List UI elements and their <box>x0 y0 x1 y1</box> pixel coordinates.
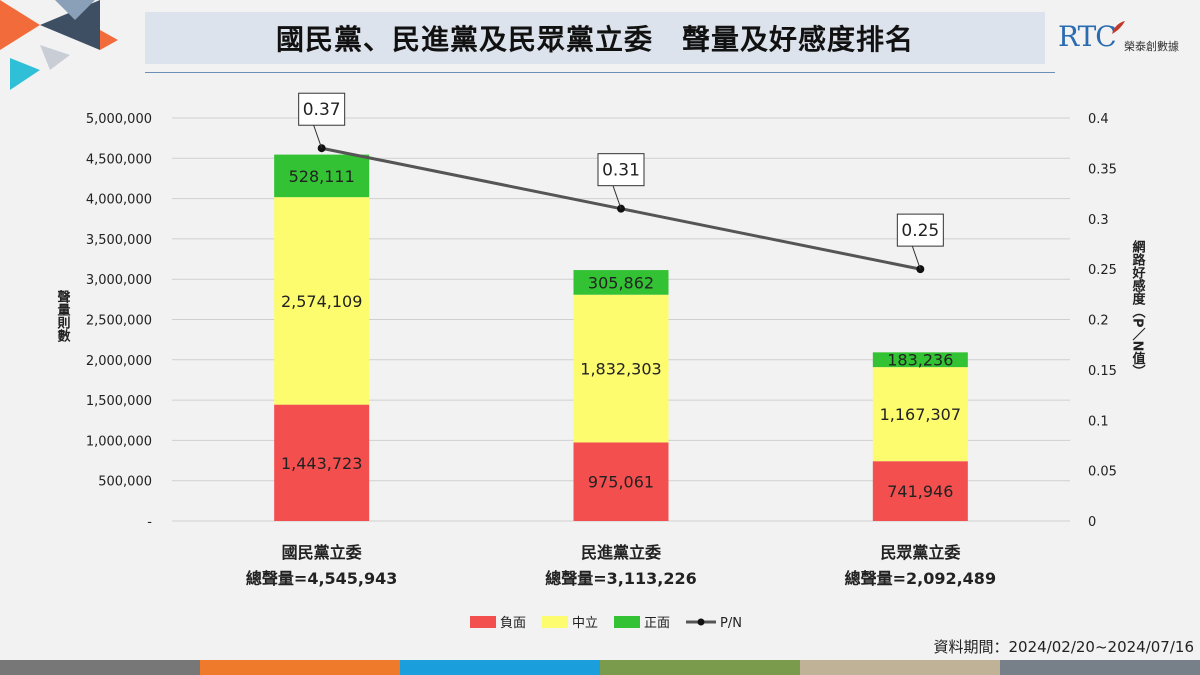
y-tick-label: 1,500,000 <box>86 394 152 409</box>
y-tick-label: 3,500,000 <box>86 233 152 248</box>
y-axis-label: 聲量則數 <box>55 289 71 343</box>
callout-box <box>298 92 346 126</box>
legend-swatch <box>542 616 568 628</box>
bar-data-label: 183,236 <box>887 351 953 370</box>
y2-tick-label: 0.3 <box>1088 213 1109 228</box>
bar-segment <box>573 294 669 443</box>
y2-axis-label: 網路好感度（P／N值） <box>1130 239 1147 377</box>
bar-segment <box>573 442 669 521</box>
pn-point <box>317 144 326 153</box>
bar-segment <box>274 197 370 405</box>
bar-segment <box>274 154 370 198</box>
bottom-bar-segment <box>0 660 200 675</box>
legend-label: P/N <box>720 616 742 631</box>
legend-swatch <box>470 616 496 628</box>
title-divider <box>145 72 1055 73</box>
y2-tick-label: 0.1 <box>1088 414 1109 429</box>
y-tick-label: 500,000 <box>98 475 152 490</box>
y2-tick-label: 0.05 <box>1088 465 1117 480</box>
logo-leaf-icon <box>1112 21 1125 34</box>
bottom-bar-segment <box>400 660 600 675</box>
y2-tick-label: 0.2 <box>1088 314 1109 329</box>
callout-pointer <box>911 245 921 270</box>
legend-label: 中立 <box>572 616 598 631</box>
y-tick-label: - <box>147 515 152 530</box>
bar-segment <box>872 367 968 462</box>
y-tick-label: 3,000,000 <box>86 273 152 288</box>
bar-data-label: 305,862 <box>588 273 654 292</box>
y2-tick-label: 0.35 <box>1088 162 1117 177</box>
bottom-bar-segment <box>200 660 400 675</box>
callout-box <box>597 153 645 187</box>
y2-tick-label: 0 <box>1088 515 1096 530</box>
bar-data-label: 741,946 <box>887 482 953 501</box>
corner-decoration <box>0 0 118 90</box>
callout-pointer <box>313 125 323 149</box>
bar-segment <box>274 404 370 521</box>
y-tick-label: 2,000,000 <box>86 354 152 369</box>
category-total-label: 總聲量=4,545,943 <box>246 569 398 588</box>
pn-data-label: 0.25 <box>901 221 939 241</box>
callout-pointer <box>612 185 622 209</box>
pn-data-label: 0.37 <box>303 100 341 120</box>
bar-data-label: 2,574,109 <box>281 292 362 311</box>
category-label: 國民黨立委 <box>282 543 363 562</box>
bar-data-label: 975,061 <box>588 473 654 492</box>
category-label: 民進黨立委 <box>581 543 662 562</box>
category-total-label: 總聲量=3,113,226 <box>545 569 697 588</box>
y-tick-label: 4,500,000 <box>86 152 152 167</box>
logo-subtitle: 榮泰創數據 <box>1124 40 1179 53</box>
stacked-bar-chart: - 500,000 1,000,000 1,500,000 2,000,000 2,500… <box>55 92 1147 631</box>
legend-label: 負面 <box>500 616 526 631</box>
category-total-label: 總聲量=2,092,489 <box>845 569 997 588</box>
bar-data-label: 1,832,303 <box>580 360 661 379</box>
bar-segment <box>872 352 968 368</box>
title-banner: 國民黨、民進黨及民眾黨立委 聲量及好感度排名 <box>145 12 1045 64</box>
bottom-bar-segment <box>1000 660 1200 675</box>
bottom-bar-segment <box>800 660 1000 675</box>
page-title: 國民黨、民進黨及民眾黨立委 聲量及好感度排名 <box>275 23 914 56</box>
bar-data-label: 1,443,723 <box>281 454 362 473</box>
logo-text: RTC <box>1058 20 1117 53</box>
y-tick-label: 4,000,000 <box>86 193 152 208</box>
bottom-bar-segment <box>600 660 800 675</box>
y-tick-label: 1,000,000 <box>86 434 152 449</box>
bottom-color-bar <box>0 660 1200 675</box>
y2-tick-label: 0.25 <box>1088 263 1117 278</box>
data-period: 資料期間：2024/02/20~2024/07/16 <box>933 638 1194 656</box>
pn-data-label: 0.31 <box>602 161 640 181</box>
legend-swatch <box>614 616 640 628</box>
company-logo: RTC 榮泰創數據 <box>1058 20 1198 60</box>
bar-segment <box>872 461 968 521</box>
y-tick-label: 5,000,000 <box>86 112 152 127</box>
y2-tick-label: 0.4 <box>1088 112 1109 127</box>
callout-box <box>896 213 944 247</box>
bar-data-label: 528,111 <box>289 167 355 186</box>
bar-data-label: 1,167,307 <box>880 405 961 424</box>
y-tick-label: 2,500,000 <box>86 314 152 329</box>
bar-segment <box>573 270 669 295</box>
legend-line-marker <box>697 618 705 626</box>
legend-label: 正面 <box>644 616 670 631</box>
y2-tick-label: 0.15 <box>1088 364 1117 379</box>
category-label: 民眾黨立委 <box>880 543 961 562</box>
